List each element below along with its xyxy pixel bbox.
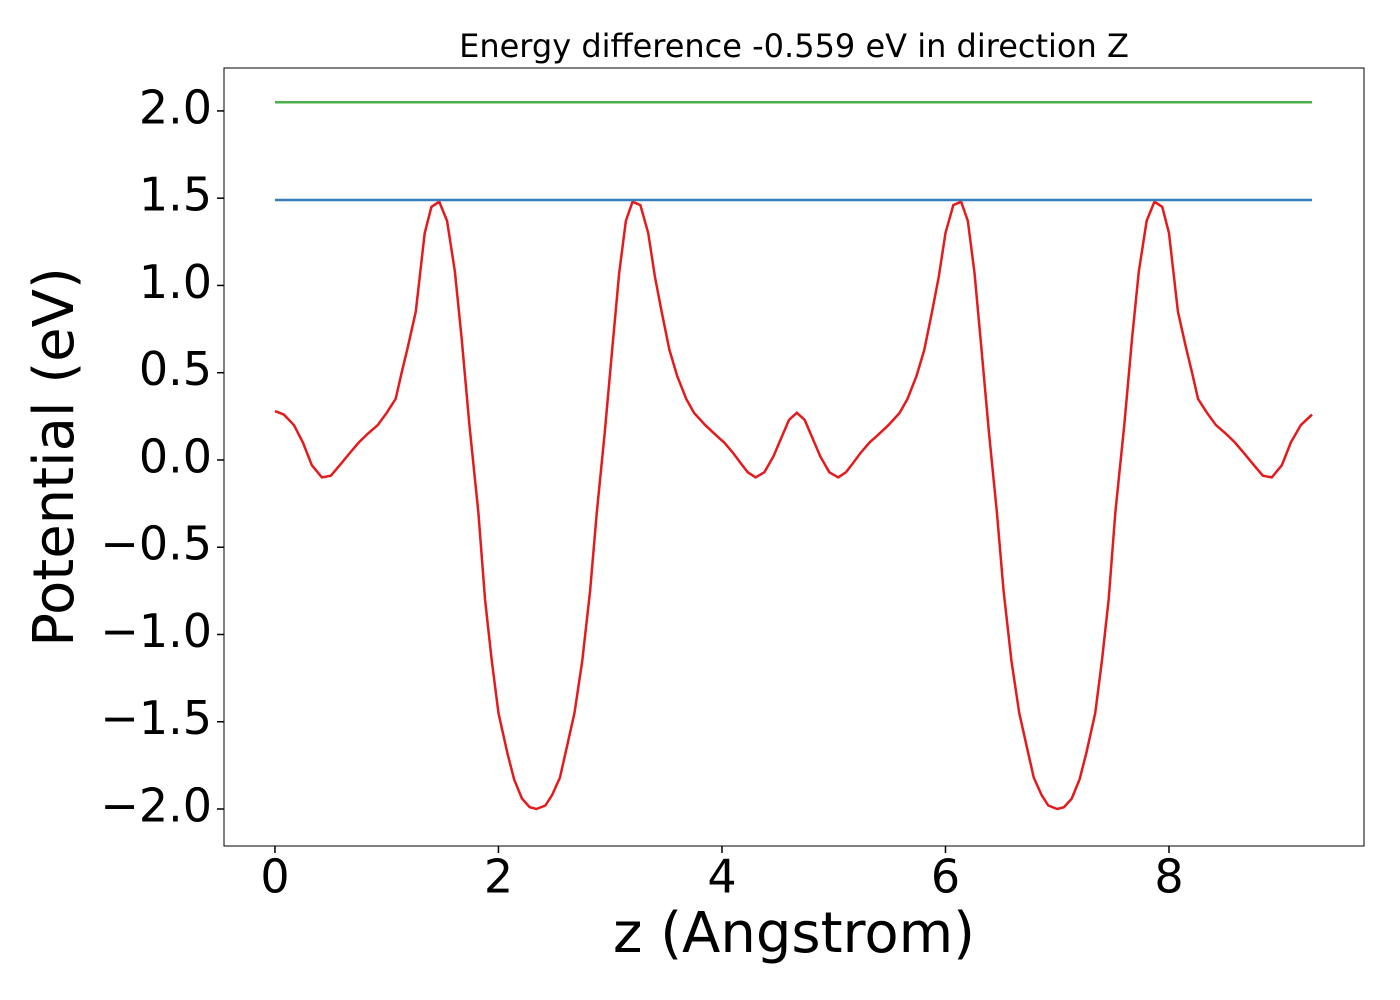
y-tick-label: −0.5 <box>100 517 212 571</box>
x-tick-label: 4 <box>707 850 736 904</box>
y-tick-label: 2.0 <box>139 80 212 134</box>
chart-title: Energy difference -0.559 eV in direction… <box>459 27 1129 65</box>
y-tick-label: 0.5 <box>139 342 212 396</box>
plot-frame <box>223 67 1365 847</box>
y-tick-label: 1.5 <box>139 168 212 222</box>
x-tick-label: 0 <box>260 850 289 904</box>
y-tick-label: 1.0 <box>139 255 212 309</box>
x-tick-label: 6 <box>931 850 960 904</box>
x-tick-label: 2 <box>484 850 513 904</box>
y-tick-label: 0.0 <box>139 429 212 483</box>
y-tick-label: −2.0 <box>100 779 212 833</box>
x-axis-label: z (Angstrom) <box>613 901 975 966</box>
line-series <box>274 199 1313 811</box>
x-tick-label: 8 <box>1154 850 1183 904</box>
y-axis-label: Potential (eV) <box>22 267 87 647</box>
y-tick-label: −1.5 <box>100 691 212 745</box>
y-tick-label: −1.0 <box>100 604 212 658</box>
